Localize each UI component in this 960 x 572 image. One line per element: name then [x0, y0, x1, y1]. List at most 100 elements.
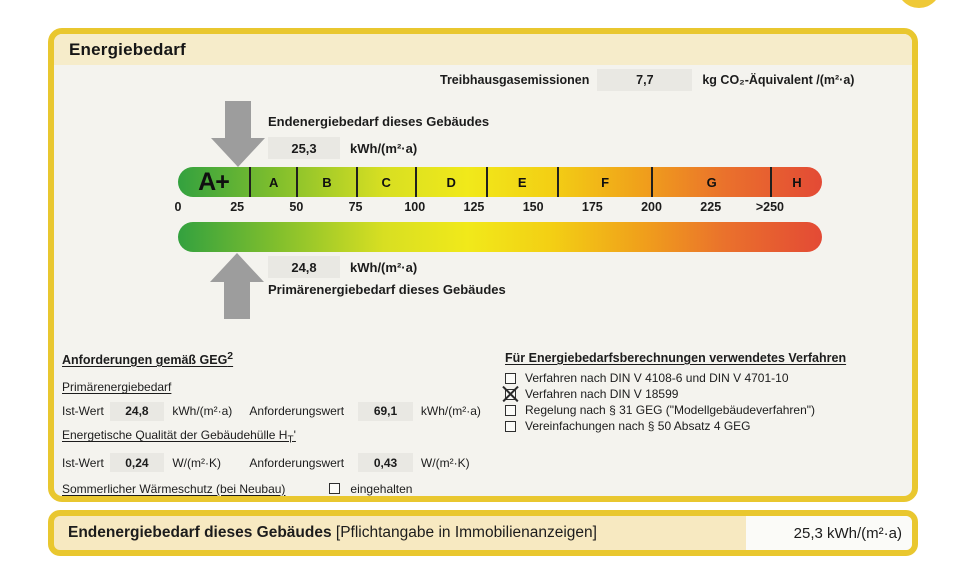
- method-option-label: Verfahren nach DIN V 4108-6 und DIN V 47…: [525, 371, 789, 385]
- method-option: Verfahren nach DIN V 4108-6 und DIN V 47…: [505, 370, 909, 386]
- ghg-emissions-value: 7,7: [597, 69, 693, 91]
- end-energy-value: 25,3: [268, 137, 340, 159]
- x-mark-icon: [502, 386, 519, 403]
- method-option: Verfahren nach DIN V 18599: [505, 386, 909, 402]
- scale-tick-150: 150: [522, 200, 544, 214]
- method-checkbox[interactable]: [505, 372, 516, 384]
- method-option: Regelung nach § 31 GEG ("Modellgebäudeve…: [505, 402, 909, 418]
- energy-demand-panel: Energiebedarf Treibhausgasemissionen 7,7…: [48, 28, 918, 502]
- footer-label: Endenergiebedarf dieses Gebäudes [Pflich…: [68, 524, 597, 542]
- scale-tick-0: 0: [174, 200, 182, 214]
- end-energy-label: Endenergiebedarf dieses Gebäudes: [268, 114, 490, 129]
- envelope-values-row: Ist-Wert 0,24 W/(m²·K) Anforderungswert …: [62, 453, 494, 473]
- energy-class-letter: H: [792, 174, 802, 190]
- calculation-method-heading: Für Energiebedarfsberechnungen verwendet…: [505, 351, 847, 365]
- energy-class-band: A+ A B C D E F G H: [178, 167, 822, 197]
- scale-tick-125: 125: [463, 200, 485, 214]
- method-option-label: Regelung nach § 31 GEG ("Modellgebäudeve…: [525, 403, 816, 417]
- footer-value: 25,3 kWh/(m²·a): [746, 516, 912, 550]
- method-option: Vereinfachungen nach § 50 Absatz 4 GEG: [505, 418, 909, 434]
- anforderungswert-unit: kWh/(m²·a): [420, 404, 481, 419]
- method-checkbox[interactable]: [505, 404, 516, 416]
- primary-energy-value: 24,8: [268, 256, 340, 278]
- anforderungswert-value: 69,1: [358, 401, 413, 421]
- envelope-quality-heading-text: Energetische Qualität der Gebäudehülle H: [62, 428, 288, 443]
- footer-label-bold: Endenergiebedarf dieses Gebäudes: [68, 524, 332, 541]
- energy-class-letter: G: [706, 174, 717, 190]
- energy-class-f: F: [556, 167, 652, 197]
- primary-energy-value-row: 24,8 kWh/(m²·a): [268, 256, 417, 278]
- ist-wert-value: 24,8: [109, 401, 165, 421]
- panel-header: Energiebedarf: [54, 34, 912, 65]
- energy-class-letter: C: [381, 174, 391, 190]
- geg-requirements-footnote: 2: [227, 351, 234, 362]
- energy-class-letter: D: [446, 174, 456, 190]
- summer-heat-protection-row: Sommerlicher Wärmeschutz (bei Neubau) ei…: [62, 482, 494, 496]
- end-energy-unit: kWh/(m²·a): [350, 140, 418, 156]
- scale-tick-75: 75: [348, 200, 363, 214]
- method-option-label: Verfahren nach DIN V 18599: [525, 387, 679, 401]
- envelope-quality-subscript: T: [287, 434, 294, 446]
- scale-tick-100: 100: [404, 200, 426, 214]
- energy-class-letter: A+: [198, 167, 230, 196]
- energy-class-b: B: [296, 167, 355, 197]
- scale-tick-25: 25: [230, 200, 245, 214]
- footer-required-disclosure-bar: Endenergiebedarf dieses Gebäudes [Pflich…: [48, 510, 918, 556]
- envelope-quality-prime: ': [293, 428, 296, 443]
- scale-ticks: 0 25 50 75 100 125 150 175 200 225 >250: [174, 200, 822, 218]
- panel-title: Energiebedarf: [69, 39, 186, 59]
- down-arrow-icon: [210, 101, 265, 167]
- energy-class-letter: B: [322, 174, 332, 190]
- ghg-emissions-unit: kg CO₂-Äquivalent /(m²·a): [702, 73, 855, 87]
- energy-gradient-band: [178, 222, 822, 252]
- primary-energy-marker-arrow: [209, 253, 264, 319]
- panel-body: Treibhausgasemissionen 7,7 kg CO₂-Äquiva…: [54, 65, 912, 496]
- method-checkbox-checked[interactable]: [502, 386, 519, 403]
- page-number-circle: [897, 0, 941, 8]
- end-energy-value-row: 25,3 kWh/(m²·a): [268, 137, 417, 159]
- scale-tick-50: 50: [289, 200, 304, 214]
- ist-wert-unit: kWh/(m²·a): [172, 404, 233, 419]
- energy-class-letter: F: [601, 174, 610, 190]
- anforderungswert-value: 0,43: [358, 453, 413, 473]
- method-checkbox[interactable]: [505, 420, 516, 432]
- scale-tick-gt250: >250: [755, 200, 784, 214]
- geg-requirements-heading-text: Anforderungen gemäß GEG: [62, 353, 228, 368]
- method-option-label: Vereinfachungen nach § 50 Absatz 4 GEG: [525, 419, 751, 433]
- eingehalten-checkbox[interactable]: [329, 483, 341, 495]
- scale-tick-175: 175: [581, 200, 603, 214]
- method-options: Verfahren nach DIN V 4108-6 und DIN V 47…: [505, 370, 909, 434]
- ghg-emissions-row: Treibhausgasemissionen 7,7 kg CO₂-Äquiva…: [440, 69, 854, 91]
- ist-wert-value: 0,24: [109, 453, 165, 473]
- up-arrow-icon: [209, 253, 264, 319]
- geg-requirements-heading: Anforderungen gemäß GEG2: [62, 351, 494, 367]
- ist-wert-label: Ist-Wert: [62, 404, 104, 419]
- summer-heat-protection-label: Sommerlicher Wärmeschutz (bei Neubau): [62, 481, 286, 496]
- anforderungswert-unit: W/(m²·K): [420, 455, 470, 470]
- scale-tick-225: 225: [700, 200, 722, 214]
- energy-class-a+: A+: [178, 167, 249, 197]
- scale-tick-200: 200: [641, 200, 662, 214]
- energy-class-e: E: [485, 167, 557, 197]
- energy-scale: Endenergiebedarf dieses Gebäudes 25,3 kW…: [174, 101, 822, 319]
- calculation-method-section: Für Energiebedarfsberechnungen verwendet…: [505, 351, 909, 434]
- primary-energy-label: Primärenergiebedarf dieses Gebäudes: [268, 282, 506, 297]
- footer-label-rest: [Pflichtangabe in Immobilienanzeigen]: [331, 524, 597, 541]
- ist-wert-label: Ist-Wert: [62, 455, 104, 470]
- primary-energy-section-heading: Primärenergiebedarf: [62, 380, 172, 395]
- energy-class-h: H: [769, 167, 822, 197]
- eingehalten-label: eingehalten: [350, 481, 413, 496]
- end-energy-marker-arrow: [210, 101, 265, 167]
- energy-class-a: A: [249, 167, 296, 197]
- anforderungswert-label: Anforderungswert: [249, 455, 345, 470]
- energy-class-c: C: [355, 167, 415, 197]
- ghg-emissions-label: Treibhausgasemissionen: [440, 73, 590, 87]
- energy-class-d: D: [414, 167, 486, 197]
- energy-class-letter: E: [517, 174, 527, 190]
- primary-energy-unit: kWh/(m²·a): [350, 259, 418, 275]
- anforderungswert-label: Anforderungswert: [249, 404, 345, 419]
- primary-energy-values-row: Ist-Wert 24,8 kWh/(m²·a) Anforderungswer…: [62, 401, 494, 421]
- envelope-quality-heading: Energetische Qualität der Gebäudehülle H…: [62, 428, 494, 445]
- ist-wert-unit: W/(m²·K): [172, 455, 221, 470]
- energy-class-letter: A: [268, 174, 279, 190]
